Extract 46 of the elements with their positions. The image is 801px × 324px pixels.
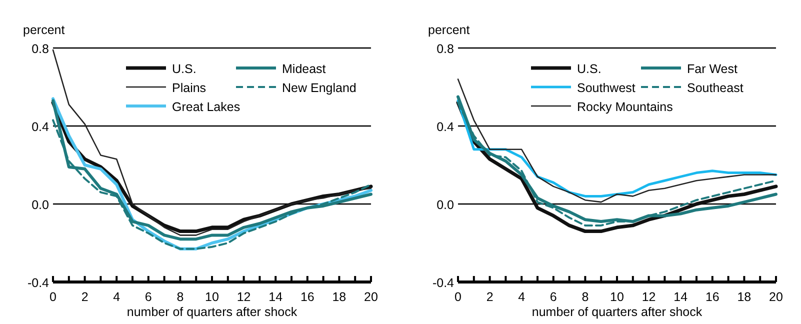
x-tick-label: 18 <box>332 290 346 304</box>
x-tick-label: 14 <box>674 290 688 304</box>
x-tick-label: 8 <box>176 290 184 304</box>
y-tick-label: 0.0 <box>436 198 454 212</box>
x-tick-label: 20 <box>769 290 783 304</box>
x-tick-label: 2 <box>486 290 494 304</box>
legend-label: U.S. <box>577 62 602 76</box>
x-tick-label: 0 <box>50 290 57 304</box>
x-tick-label: 10 <box>610 290 624 304</box>
legend-label: Plains <box>172 81 206 95</box>
x-tick-label: 12 <box>236 290 251 304</box>
legend-label: Southwest <box>577 81 636 95</box>
legend-label: New England <box>282 81 356 95</box>
x-tick-label: 4 <box>518 290 526 304</box>
x-axis-title: number of quarters after shock <box>126 305 298 319</box>
x-tick-label: 4 <box>113 290 120 304</box>
x-tick-label: 8 <box>582 290 589 304</box>
x-tick-label: 0 <box>454 290 462 304</box>
line-series <box>52 49 372 236</box>
x-tick-label: 6 <box>144 290 152 304</box>
legend-label: Mideast <box>282 62 326 76</box>
x-tick-label: 12 <box>642 290 656 304</box>
x-tick-label: 18 <box>737 290 752 304</box>
y-axis-title: percent <box>428 23 470 37</box>
y-tick-label: 0.4 <box>32 120 50 134</box>
y-tick-label: 0.8 <box>436 42 454 56</box>
x-tick-label: 2 <box>81 290 88 304</box>
x-tick-label: 10 <box>205 290 219 304</box>
y-tick-label: -0.4 <box>432 276 454 290</box>
x-tick-label: 14 <box>268 290 283 304</box>
y-axis-title: percent <box>23 23 66 37</box>
legend-label: Rocky Mountains <box>577 100 673 114</box>
y-tick-label: 0.8 <box>32 42 50 56</box>
legend-label: Far West <box>687 62 738 76</box>
x-tick-label: 6 <box>550 290 557 304</box>
legend-label: Great Lakes <box>172 100 240 114</box>
y-tick-label: 0.4 <box>436 120 454 134</box>
line-series <box>457 78 777 203</box>
x-tick-label: 16 <box>705 290 720 304</box>
x-axis-title: number of quarters after shock <box>532 305 703 319</box>
legend-label: Southeast <box>687 81 744 95</box>
x-tick-label: 20 <box>364 290 378 304</box>
y-tick-label: -0.4 <box>27 276 50 290</box>
x-tick-label: 16 <box>300 290 314 304</box>
y-tick-label: 0.0 <box>32 198 50 212</box>
legend-label: U.S. <box>172 62 196 76</box>
